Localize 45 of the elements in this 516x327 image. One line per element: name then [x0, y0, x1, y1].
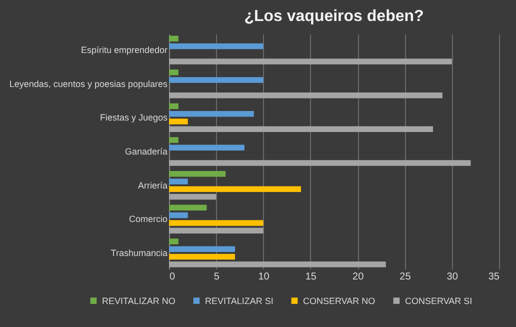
- bar: [169, 220, 264, 226]
- legend-label: REVITALIZAR SI: [205, 296, 274, 306]
- bar: [169, 170, 226, 177]
- y-tick-label: Trashumancia: [110, 248, 168, 258]
- bar: [169, 178, 188, 184]
- bar: [169, 70, 178, 76]
- bar: [169, 110, 254, 117]
- legend-label: CONSERVAR NO: [303, 296, 376, 306]
- y-tick-label: Leyendas, cuentos y poesias populares: [9, 78, 168, 89]
- x-tick-label: 25: [400, 272, 412, 282]
- bar: [169, 212, 188, 218]
- bar: [169, 118, 188, 124]
- bar: [169, 92, 442, 98]
- bar: [169, 262, 386, 268]
- bar: [169, 77, 264, 83]
- x-tick-label: 0: [170, 272, 176, 282]
- bar: [169, 103, 178, 110]
- y-tick-label: Ganadería: [124, 146, 168, 156]
- y-tick-label: Espíritu emprendedor: [80, 45, 168, 56]
- legend-label: CONSERVAR SI: [405, 296, 472, 306]
- x-tick-label: 35: [488, 272, 500, 282]
- bar: [169, 160, 471, 166]
- y-tick-label: Arriería: [138, 180, 168, 190]
- x-tick-label: 10: [258, 272, 270, 282]
- y-tick-label: Comercio: [128, 214, 168, 224]
- bar: [169, 36, 178, 42]
- bar: [169, 194, 216, 200]
- y-tick-label: Fiestas y Juegos: [100, 112, 168, 123]
- bar: [169, 254, 235, 260]
- bar: [169, 144, 244, 151]
- bar: [169, 228, 264, 234]
- legend-label: REVITALIZAR NO: [102, 296, 176, 306]
- x-tick-label: 30: [446, 272, 458, 282]
- bar: [169, 186, 301, 192]
- x-tick-label: 15: [305, 272, 317, 282]
- bar: [169, 246, 235, 252]
- bar: [169, 204, 207, 211]
- chart-title: ¿Los vaqueiros deben?: [244, 8, 424, 25]
- bar: [169, 137, 178, 143]
- x-tick-label: 20: [352, 272, 364, 282]
- bar: [169, 126, 433, 132]
- bar: [169, 238, 178, 244]
- bar: [169, 43, 264, 50]
- x-tick-label: 5: [214, 272, 220, 282]
- bar: [169, 58, 452, 64]
